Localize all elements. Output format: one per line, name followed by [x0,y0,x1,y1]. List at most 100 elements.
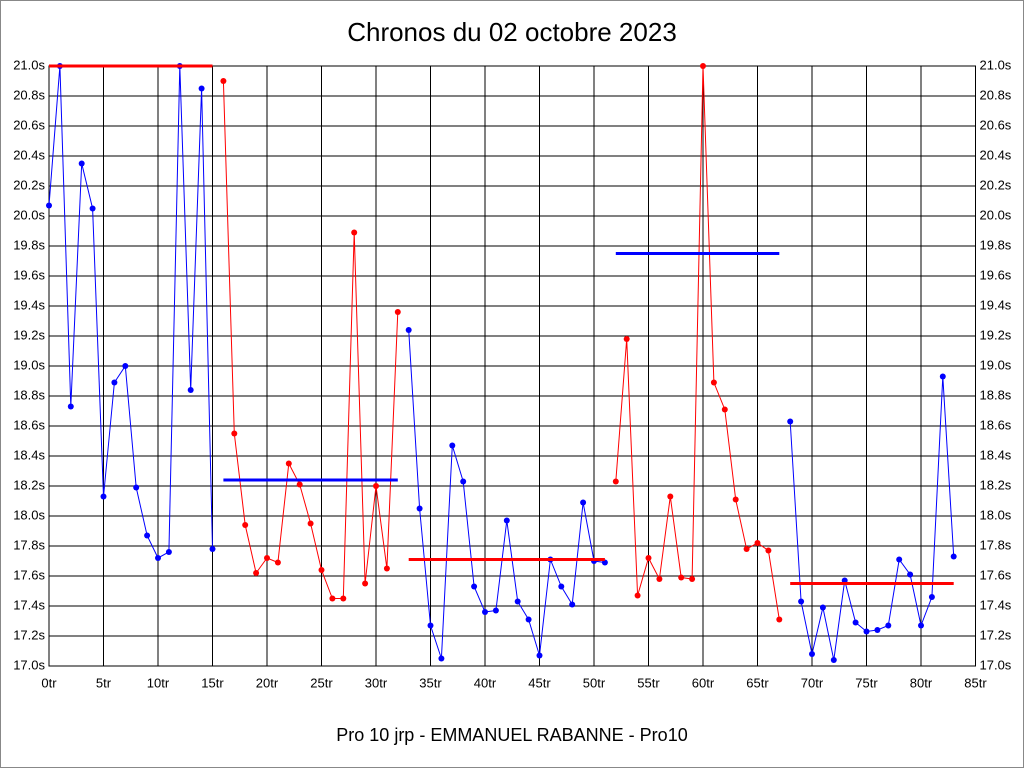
x-tick-label: 70tr [801,675,824,690]
y-tick-label: 17.2s [13,627,45,642]
series-line [789,376,955,661]
y-tick-label: 17.0s [13,657,45,672]
point [819,604,826,611]
x-tick-label: 10tr [147,675,170,690]
point [383,565,390,572]
point [907,571,914,578]
y2-tick-label: 20.6s [980,117,1012,132]
x-tick-label: 85tr [964,675,987,690]
x-tick-label: 15tr [201,675,224,690]
point [89,205,96,212]
point [285,460,292,467]
x-tick-label: 80tr [910,675,933,690]
point [623,336,630,342]
y2-tick-label: 17.4s [980,597,1012,612]
point [373,483,379,489]
point [78,160,85,167]
point [427,622,434,629]
point [852,619,859,626]
x-tick-label: 60tr [692,675,715,690]
x-tick-label: 65tr [746,675,769,690]
point [950,553,957,560]
point [667,493,674,500]
point [754,540,761,546]
point [918,622,924,629]
x-tick-label: 0tr [41,675,57,690]
point [928,594,935,600]
y-tick-label: 20.8s [13,87,45,102]
y2-tick-label: 20.8s [980,87,1012,102]
chart-footer: Pro 10 jrp - EMMANUEL RABANNE - Pro10 [336,725,687,745]
point [46,202,52,209]
point [340,595,347,602]
chart-title: Chronos du 02 octobre 2023 [347,17,677,47]
y-tick-label: 20.0s [13,207,45,222]
x-tick-label: 25tr [310,675,333,690]
point [362,580,369,587]
y2-tick-label: 20.4s [980,147,1012,162]
point [721,406,728,413]
x-tick-label: 75tr [855,675,878,690]
point [100,493,107,500]
y2-tick-label: 19.0s [980,357,1012,372]
point [525,616,532,623]
point [536,652,543,659]
point [896,556,903,563]
y2-tick-label: 18.2s [980,477,1012,492]
point [231,430,238,437]
point [678,574,685,581]
y2-tick-label: 20.2s [980,177,1012,192]
point [885,622,892,629]
x-tick-label: 40tr [474,675,497,690]
y-tick-label: 18.6s [13,417,45,432]
point [307,520,314,527]
y-tick-label: 18.8s [13,387,45,402]
point [939,373,946,380]
y2-tick-label: 19.8s [980,237,1012,252]
point [394,309,401,315]
point [198,85,205,92]
point [67,403,74,410]
x-tick-label: 20tr [256,675,279,690]
point [776,616,783,623]
point [329,595,336,602]
y-tick-label: 18.0s [13,507,45,522]
point [209,546,216,552]
y-tick-label: 19.4s [13,297,45,312]
y2-tick-label: 17.6s [980,567,1012,582]
point [514,598,521,605]
point [111,379,118,386]
x-tick-label: 35tr [419,675,442,690]
y-tick-label: 20.6s [13,117,45,132]
x-tick-label: 30tr [365,675,388,690]
y2-tick-label: 18.4s [980,447,1012,462]
point [405,327,412,333]
point [656,576,663,582]
y-tick-label: 20.2s [13,177,45,192]
y2-tick-label: 21.0s [980,57,1012,72]
point [558,583,565,590]
y-tick-label: 18.4s [13,447,45,462]
y-tick-label: 17.4s [13,597,45,612]
y2-tick-label: 20.0s [980,207,1012,222]
series-line [615,65,780,620]
point [580,499,587,506]
y-tick-label: 19.8s [13,237,45,252]
plot-border [48,65,976,667]
y-tick-label: 19.0s [13,357,45,372]
point [809,651,815,657]
point [798,598,805,605]
point [710,379,717,386]
point [634,592,641,599]
point [318,567,325,573]
point [765,547,772,554]
point [449,442,456,449]
point [492,607,499,614]
point [274,559,281,566]
y-tick-label: 21.0s [13,57,45,72]
y2-tick-label: 17.2s [980,627,1012,642]
point [264,555,270,561]
y2-tick-label: 18.0s [980,507,1012,522]
point [187,387,194,393]
